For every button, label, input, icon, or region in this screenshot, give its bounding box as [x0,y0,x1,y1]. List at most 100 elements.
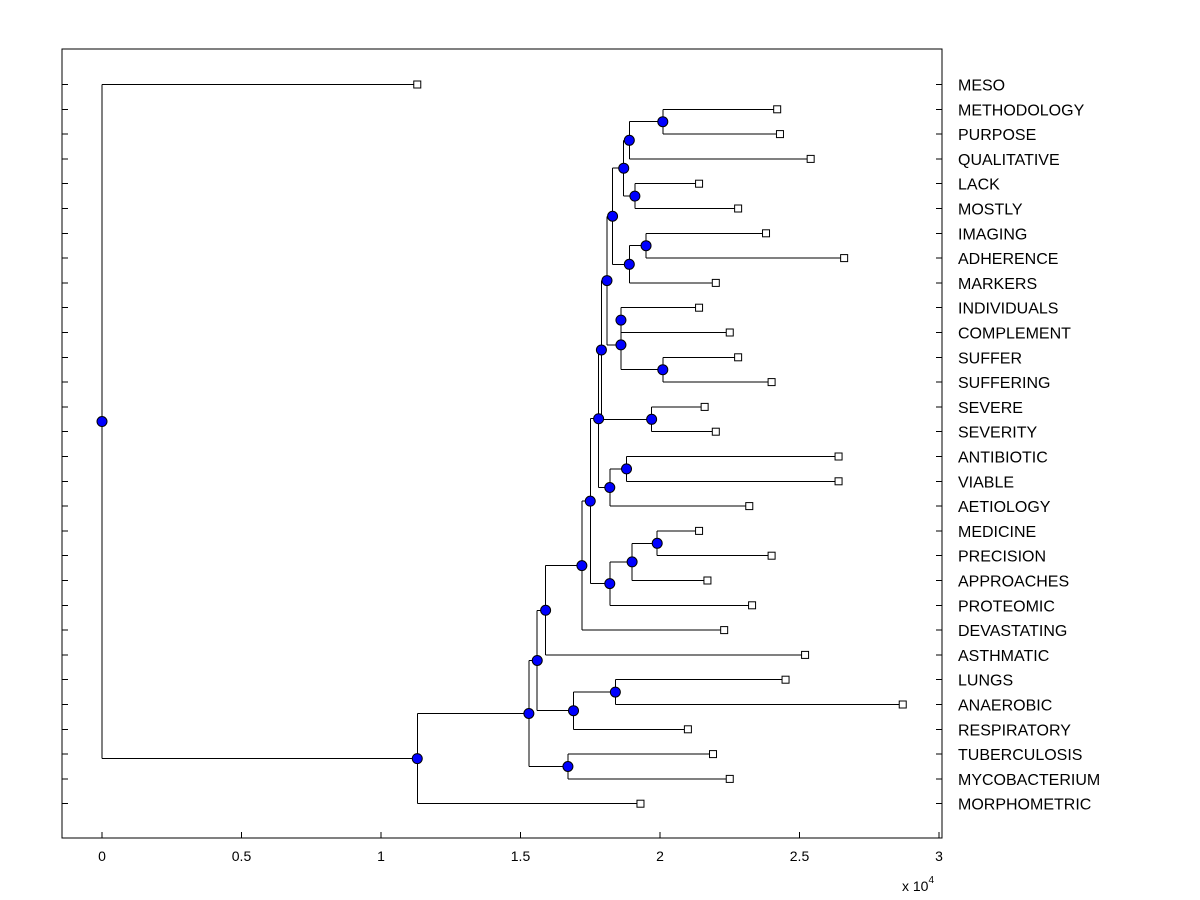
node-marker [604,482,616,493]
leaf-label: DEVASTATING [958,623,1067,640]
node-marker [615,339,627,351]
leaf-marker [636,799,645,808]
leaf-label: ADHERENCE [958,251,1058,268]
leaf-marker [840,254,849,263]
leaf-label: APPROACHES [958,574,1069,591]
leaf-label: COMPLEMENT [958,326,1071,343]
leaf-label: RESPIRATORY [958,722,1071,739]
leaf-marker [773,105,782,114]
node-marker [607,210,619,222]
leaf-label: VIABLE [958,474,1014,491]
leaf-label: MOSTLY [958,202,1023,219]
leaf-marker [734,204,743,213]
node-markers [96,116,669,772]
plot-area [61,48,943,839]
leaf-marker [834,452,843,461]
node-marker [593,413,605,425]
leaf-labels: MESO METHODOLOGY PURPOSE QUALITATIVE LACK MOS… [958,78,1100,814]
node-marker [584,495,596,507]
x-tick-label: 1 [377,848,385,864]
leaf-label: LACK [958,177,1000,194]
leaf-marker [711,427,720,436]
leaf-marker [834,477,843,486]
leaf-label: AETIOLOGY [958,499,1051,516]
node-marker [411,753,423,765]
leaf-label: ANTIBIOTIC [958,450,1048,467]
node-marker [651,537,663,549]
leaf-marker [720,626,729,635]
x-tick-label: 1.5 [511,848,531,864]
leaf-label: ASTHMATIC [958,648,1049,665]
leaf-label: PURPOSE [958,127,1036,144]
leaf-marker [695,303,704,312]
leaf-marker [775,130,784,139]
leaf-label: ANAEROBIC [958,698,1052,715]
x-scale-exponent: 4 [928,875,934,886]
leaf-marker [703,576,712,585]
leaf-label: METHODOLOGY [958,102,1085,119]
left-ticks [62,84,68,805]
node-marker [540,604,552,616]
leaf-marker [413,80,422,89]
leaf-label: PRECISION [958,549,1046,566]
leaf-marker [695,179,704,188]
leaf-label: IMAGING [958,226,1027,243]
node-marker [657,116,669,128]
leaf-marker [806,154,815,163]
leaf-label: MESO [958,78,1005,95]
node-marker [568,705,580,717]
x-tick-label: 2 [656,848,664,864]
leaf-marker [700,402,709,411]
node-marker [621,463,633,475]
leaf-marker [801,650,810,659]
node-marker [562,761,574,772]
leaf-marker [683,725,692,734]
leaf-marker [745,502,754,511]
node-marker [626,556,638,568]
leaf-label: MEDICINE [958,524,1036,541]
x-tick-label: 3 [935,848,943,864]
leaf-label: SEVERE [958,400,1023,417]
node-marker [623,134,635,146]
node-marker [523,707,535,719]
leaf-marker [767,551,776,560]
leaf-marker [781,675,790,684]
leaf-label: INDIVIDUALS [958,301,1058,318]
node-marker [646,413,658,425]
node-marker [531,654,543,666]
leaf-marker [767,378,776,387]
leaf-label: TUBERCULOSIS [958,747,1082,764]
leaf-label: QUALITATIVE [958,152,1060,169]
node-marker [576,560,588,572]
leaf-marker [748,601,757,610]
x-scale-label: x 104 [902,875,934,894]
node-marker [615,314,627,326]
node-marker [623,258,635,270]
branches [101,84,903,805]
leaf-marker [762,229,771,238]
node-marker [96,416,108,428]
x-axis-ticks [101,832,940,838]
leaf-label: MORPHOMETRIC [958,797,1091,814]
leaf-label: SUFFERING [958,375,1050,392]
node-marker [604,578,616,590]
node-marker [609,686,621,698]
right-ticks [936,84,942,805]
node-marker [595,344,607,356]
x-axis-tick-labels: 0 0.5 1 1.5 2 2.5 3 [98,848,943,864]
leaf-label: SUFFER [958,350,1022,367]
node-marker [640,240,652,252]
x-scale-base: x 10 [902,878,929,894]
leaf-marker [709,750,718,759]
x-tick-label: 0.5 [232,848,252,864]
leaf-marker [711,278,720,287]
leaf-label: SEVERITY [958,425,1037,442]
leaf-markers [413,80,907,808]
x-tick-label: 2.5 [790,848,810,864]
leaf-marker [695,526,704,535]
leaf-marker [734,353,743,362]
x-tick-label: 0 [98,848,106,864]
leaf-marker [898,700,907,709]
node-marker [657,364,669,376]
